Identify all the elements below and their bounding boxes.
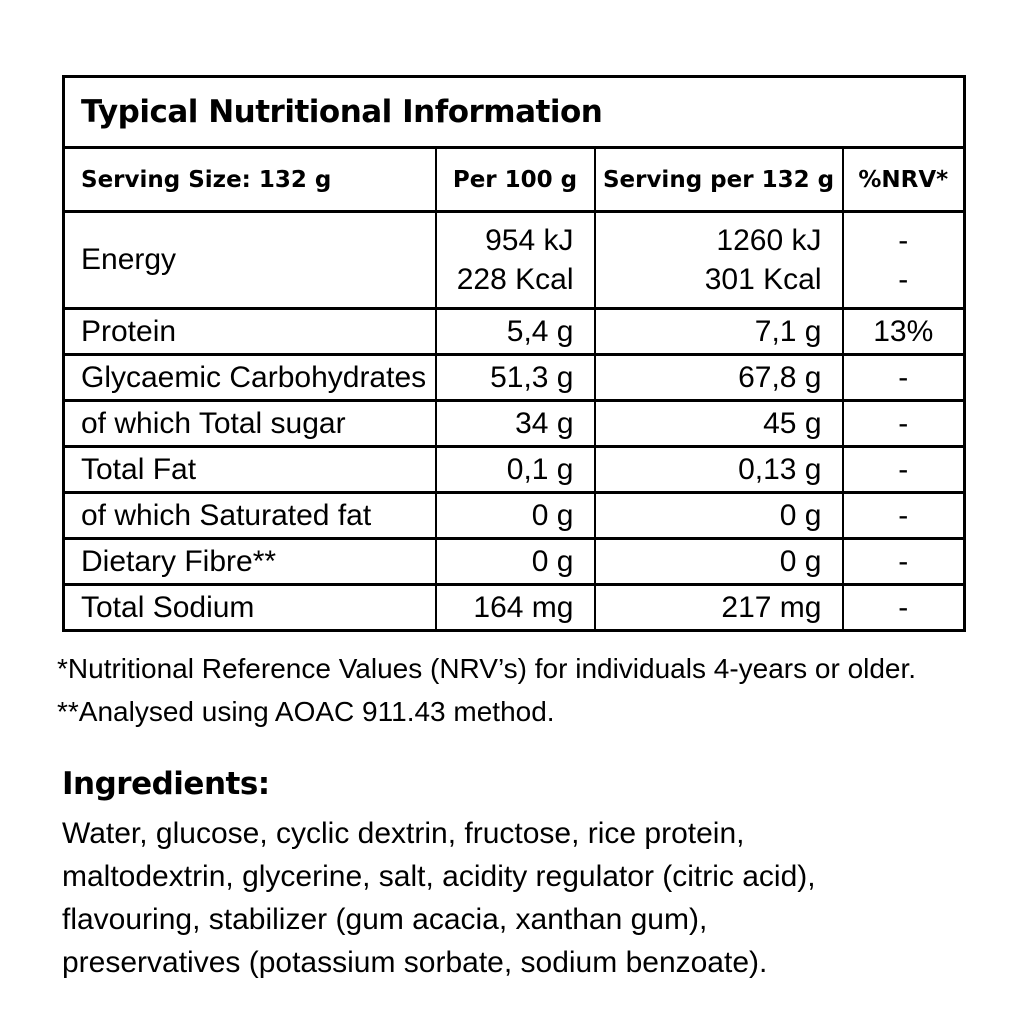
value-per-100g: 0 g — [434, 537, 596, 586]
value-nrv: - — [841, 353, 966, 402]
ingredients-line: Water, glucose, cyclic dextrin, fructose… — [62, 817, 745, 850]
value-per-100g: 5,4 g — [434, 307, 596, 356]
value-nrv: - — [841, 537, 966, 586]
ingredients-section: Ingredients: Water, glucose, cyclic dext… — [62, 766, 963, 984]
nutrient-label: Dietary Fibre** — [62, 537, 437, 586]
column-header-per-100g: Per 100 g — [434, 146, 596, 213]
value-per-100g: 34 g — [434, 399, 596, 448]
value-nrv: 13% — [841, 307, 966, 356]
value-per-100g: 0 g — [434, 491, 596, 540]
nutrient-row-total-fat: Total Fat 0,1 g 0,13 g - — [62, 445, 966, 494]
value-per-serving: 0 g — [593, 537, 844, 586]
footnotes: *Nutritional Reference Values (NRV’s) fo… — [57, 647, 963, 733]
nutrient-row-dietary-fibre: Dietary Fibre** 0 g 0 g - — [62, 537, 966, 586]
nutrient-row-total-sodium: Total Sodium 164 mg 217 mg - — [62, 583, 966, 632]
value-per-serving: 67,8 g — [593, 353, 844, 402]
nutrient-row-glycaemic-carbohydrates: Glycaemic Carbohydrates 51,3 g 67,8 g - — [62, 353, 966, 402]
value-line: 1260 kJ — [716, 224, 822, 257]
nutrient-label: of which Saturated fat — [62, 491, 437, 540]
value-per-100g: 0,1 g — [434, 445, 596, 494]
column-header-serving-per-132g: Serving per 132 g — [593, 146, 844, 213]
nutrition-label: Typical Nutritional Information Serving … — [57, 75, 966, 984]
value-per-serving: 45 g — [593, 399, 844, 448]
value-per-100g: 51,3 g — [434, 353, 596, 402]
table-title: Typical Nutritional Information — [62, 75, 966, 149]
value-line: 301 Kcal — [704, 263, 822, 296]
footnote-nrv: *Nutritional Reference Values (NRV’s) fo… — [57, 653, 917, 684]
value-per-100g: 164 mg — [434, 583, 596, 632]
nutrient-row-protein: Protein 5,4 g 7,1 g 13% — [62, 307, 966, 356]
nutrient-label: Energy — [62, 210, 437, 310]
value-nrv: - — [841, 583, 966, 632]
ingredients-line: maltodextrin, glycerine, salt, acidity r… — [62, 860, 816, 893]
value-line: 228 Kcal — [456, 263, 574, 296]
nutrition-table: Typical Nutritional Information Serving … — [62, 75, 966, 632]
nutrient-label: Total Fat — [62, 445, 437, 494]
ingredients-line: preservatives (potassium sorbate, sodium… — [62, 946, 768, 979]
value-line: 954 kJ — [485, 224, 574, 257]
table-header-row: Serving Size: 132 g Per 100 g Serving pe… — [62, 146, 966, 213]
value-per-serving: 217 mg — [593, 583, 844, 632]
value-nrv: - — [841, 445, 966, 494]
value-per-100g: 954 kJ 228 Kcal — [434, 210, 596, 310]
value-per-serving: 0,13 g — [593, 445, 844, 494]
value-line: - — [898, 263, 909, 296]
nutrient-row-saturated-fat: of which Saturated fat 0 g 0 g - — [62, 491, 966, 540]
footnote-aoac-method: **Analysed using AOAC 911.43 method. — [57, 696, 555, 727]
value-nrv: - — [841, 399, 966, 448]
value-per-serving: 1260 kJ 301 Kcal — [593, 210, 844, 310]
nutrient-label: Total Sodium — [62, 583, 437, 632]
value-nrv: - - — [841, 210, 966, 310]
value-per-serving: 0 g — [593, 491, 844, 540]
nutrient-row-total-sugar: of which Total sugar 34 g 45 g - — [62, 399, 966, 448]
column-header-nrv: %NRV* — [841, 146, 966, 213]
table-title-row: Typical Nutritional Information — [62, 75, 966, 149]
ingredients-line: flavouring, stabilizer (gum acacia, xant… — [62, 903, 708, 936]
column-header-serving-size: Serving Size: 132 g — [62, 146, 437, 213]
ingredients-heading: Ingredients: — [62, 766, 270, 802]
value-per-serving: 7,1 g — [593, 307, 844, 356]
value-nrv: - — [841, 491, 966, 540]
value-line: - — [898, 224, 909, 257]
nutrient-row-energy: Energy 954 kJ 228 Kcal 1260 kJ 301 Kcal … — [62, 210, 966, 310]
nutrient-label: Glycaemic Carbohydrates — [62, 353, 437, 402]
nutrient-label: of which Total sugar — [62, 399, 437, 448]
nutrient-label: Protein — [62, 307, 437, 356]
